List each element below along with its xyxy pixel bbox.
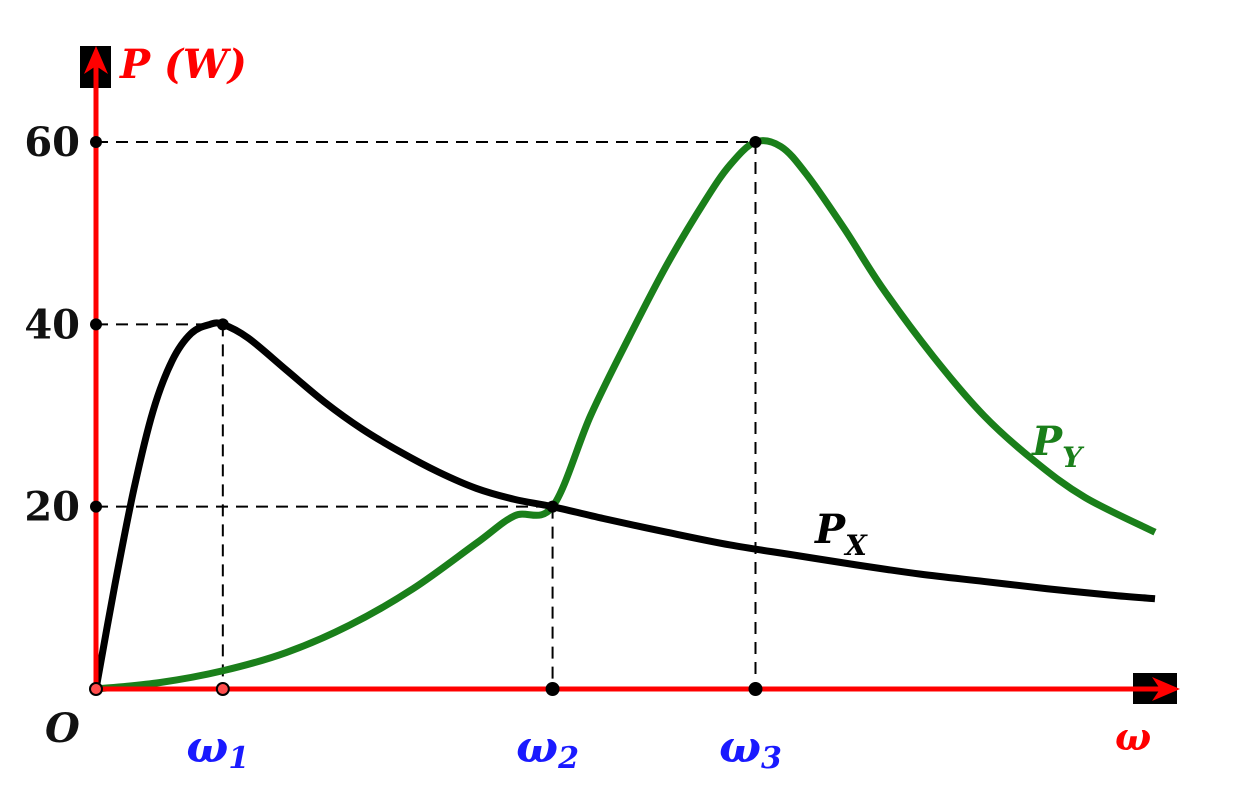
y-axis-label: P (W): [119, 41, 247, 88]
series-line-py: [95, 137, 1157, 693]
origin-label: O: [45, 705, 80, 752]
x-tick-dot: [748, 682, 763, 696]
guide-points: [89, 136, 763, 696]
y-tick-label: 40: [24, 301, 80, 348]
series-line-px: [92, 319, 1156, 690]
guide-intersection-dot: [546, 500, 559, 513]
y-tick-dot: [90, 136, 102, 148]
x-tick-label: ω3: [719, 722, 782, 776]
x-tick-dot: [545, 682, 560, 696]
axes: [80, 46, 1180, 704]
y-axis-arrowhead: [84, 46, 108, 74]
series-label-py: PY: [1031, 418, 1085, 474]
series-curves: [92, 137, 1157, 693]
series-label-px: PX: [814, 506, 868, 562]
guide-lines: [96, 141, 757, 689]
y-tick-dot: [90, 318, 102, 331]
y-tick-label: 60: [24, 119, 80, 166]
guide-intersection-dot: [749, 136, 762, 148]
origin-dot: [89, 682, 103, 696]
x-tick-label: ω1: [186, 722, 249, 776]
y-tick-label: 20: [24, 484, 80, 531]
x-tick-dot: [215, 682, 230, 696]
x-tick-label: ω2: [516, 722, 579, 776]
axis-labels: P (W) ω O PX PY 20 40 60 ω1 ω2 ω3: [24, 41, 1151, 776]
guide-intersection-dot: [216, 318, 229, 331]
y-tick-dot: [90, 500, 102, 513]
x-axis-arrowhead: [1152, 677, 1180, 701]
x-axis-label: ω: [1115, 714, 1151, 759]
